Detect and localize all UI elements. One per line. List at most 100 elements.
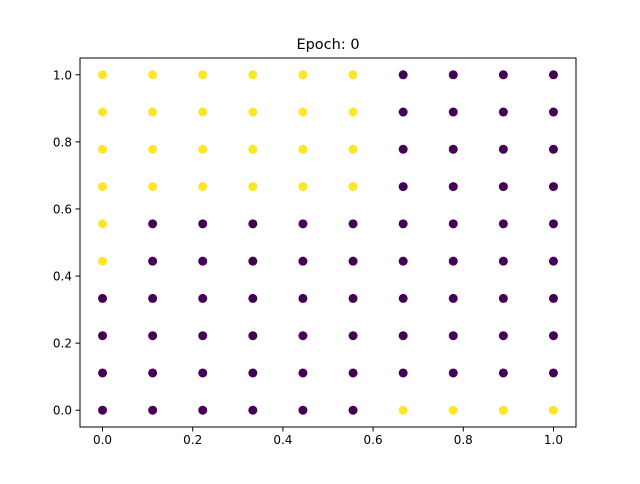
data-point <box>498 107 508 117</box>
data-point <box>198 70 208 80</box>
data-point <box>348 144 358 154</box>
data-point <box>398 405 408 415</box>
data-point <box>548 70 558 80</box>
data-point <box>348 405 358 415</box>
data-point <box>298 368 308 378</box>
data-point <box>448 107 458 117</box>
data-point <box>198 368 208 378</box>
data-point <box>298 219 308 229</box>
data-point <box>298 331 308 341</box>
data-point <box>548 331 558 341</box>
data-point <box>248 256 258 266</box>
data-point <box>98 107 108 117</box>
data-point <box>398 70 408 80</box>
data-point <box>298 293 308 303</box>
data-point <box>248 182 258 192</box>
data-point <box>98 182 108 192</box>
data-point <box>448 219 458 229</box>
data-point <box>348 107 358 117</box>
data-point <box>348 70 358 80</box>
data-point <box>198 405 208 415</box>
data-point <box>548 182 558 192</box>
data-point <box>348 256 358 266</box>
data-point <box>498 331 508 341</box>
data-point <box>248 405 258 415</box>
data-point <box>548 293 558 303</box>
data-point <box>248 368 258 378</box>
y-tick-label: 0.2 <box>53 337 72 351</box>
data-point <box>348 219 358 229</box>
data-point <box>398 182 408 192</box>
data-point <box>548 144 558 154</box>
data-point <box>198 144 208 154</box>
data-point <box>148 331 158 341</box>
data-point <box>448 144 458 154</box>
chart-title: Epoch: 0 <box>296 37 359 53</box>
data-point <box>198 219 208 229</box>
data-point <box>198 256 208 266</box>
x-tick-label: 0.0 <box>93 433 112 447</box>
data-point <box>148 368 158 378</box>
data-point <box>498 368 508 378</box>
data-point <box>398 331 408 341</box>
data-point <box>448 293 458 303</box>
data-point <box>398 219 408 229</box>
data-point <box>298 182 308 192</box>
data-point <box>448 405 458 415</box>
data-point <box>298 144 308 154</box>
data-point <box>148 182 158 192</box>
y-tick-label: 0.8 <box>53 135 72 149</box>
data-point <box>248 293 258 303</box>
x-tick-label: 0.6 <box>364 433 383 447</box>
data-point <box>98 405 108 415</box>
data-point <box>98 70 108 80</box>
points-layer <box>98 70 558 415</box>
data-point <box>548 405 558 415</box>
data-point <box>98 331 108 341</box>
data-point <box>298 405 308 415</box>
data-point <box>498 182 508 192</box>
data-point <box>498 70 508 80</box>
data-point <box>148 405 158 415</box>
data-point <box>398 144 408 154</box>
plot-frame <box>79 57 577 428</box>
data-point <box>198 293 208 303</box>
data-point <box>248 219 258 229</box>
data-point <box>498 293 508 303</box>
data-point <box>98 368 108 378</box>
data-point <box>498 219 508 229</box>
data-point <box>448 70 458 80</box>
data-point <box>398 368 408 378</box>
data-point <box>498 405 508 415</box>
x-tick-label: 0.8 <box>454 433 473 447</box>
data-point <box>198 331 208 341</box>
data-point <box>248 331 258 341</box>
y-tick-label: 0.0 <box>53 404 72 418</box>
data-point <box>548 107 558 117</box>
data-point <box>248 144 258 154</box>
data-point <box>98 293 108 303</box>
data-point <box>148 107 158 117</box>
data-point <box>448 182 458 192</box>
data-point <box>148 219 158 229</box>
y-tick-label: 1.0 <box>53 68 72 82</box>
data-point <box>98 256 108 266</box>
data-point <box>398 256 408 266</box>
data-point <box>448 368 458 378</box>
data-point <box>348 182 358 192</box>
data-point <box>498 144 508 154</box>
data-point <box>148 256 158 266</box>
data-point <box>448 256 458 266</box>
data-point <box>348 368 358 378</box>
data-point <box>398 293 408 303</box>
data-point <box>348 331 358 341</box>
x-tick-label: 0.2 <box>183 433 202 447</box>
data-point <box>448 331 458 341</box>
data-point <box>298 256 308 266</box>
data-point <box>548 256 558 266</box>
data-point <box>398 107 408 117</box>
axes-layer: 0.0 0.2 0.4 0.6 0.8 1.0 0.0 0.2 0.4 0.6 0.8 1.0 <box>53 57 577 447</box>
